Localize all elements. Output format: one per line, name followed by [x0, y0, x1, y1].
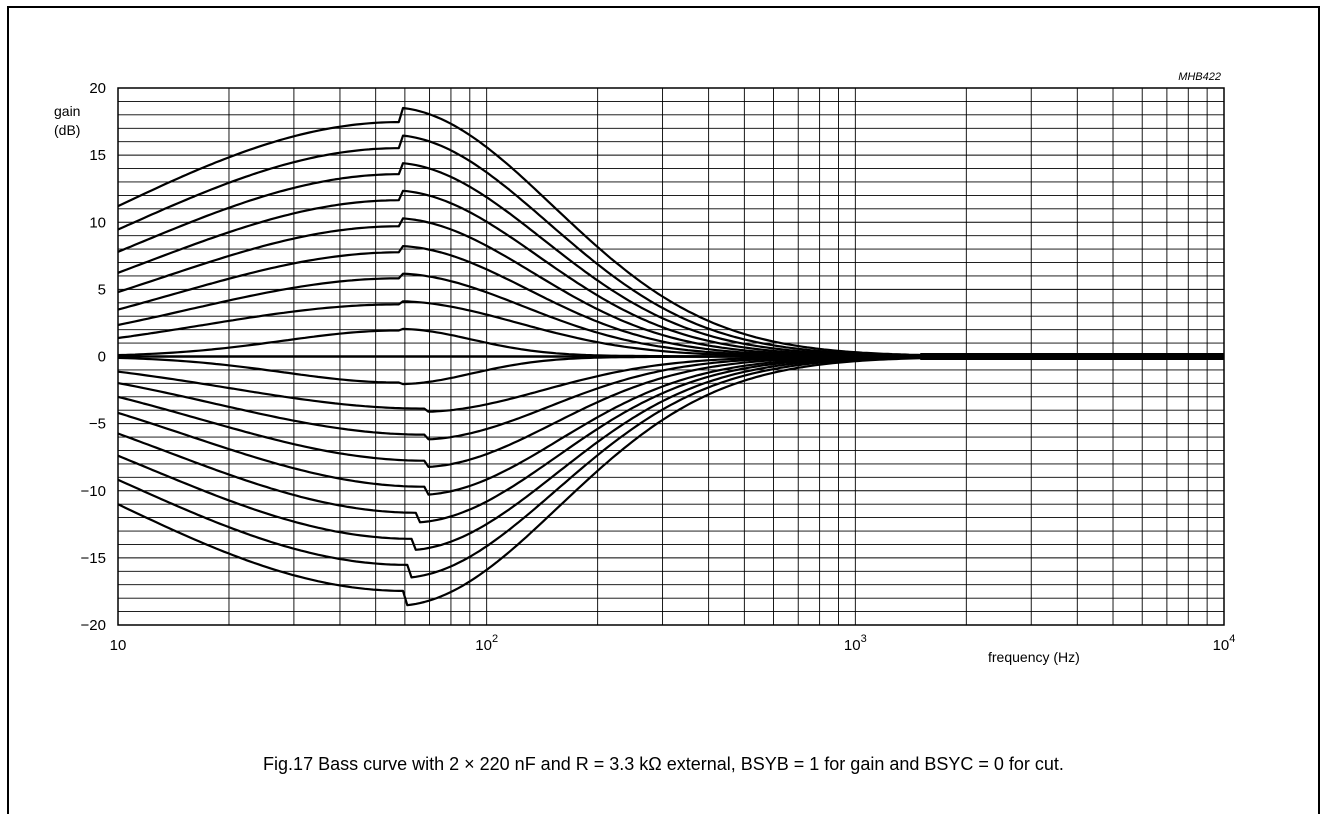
- x-axis-label: frequency (Hz): [988, 649, 1080, 665]
- y-tick-labels: 20 15 10 5 0 −5 −10 −15 −20: [81, 80, 106, 634]
- curve-cut-12db: [117, 355, 1224, 524]
- plot-border: [117, 87, 1225, 626]
- x-tick-label: 103: [844, 633, 867, 654]
- chart-curves: [117, 106, 1224, 607]
- y-tick-label: 0: [98, 349, 106, 366]
- y-axis-label-line1: gain: [54, 103, 80, 119]
- y-tick-label: −5: [89, 416, 106, 433]
- y-tick-label: 15: [89, 147, 106, 164]
- y-tick-label: −10: [81, 483, 106, 500]
- figure-frame: [7, 6, 1320, 814]
- curve-cut-18db: [117, 355, 1224, 607]
- figure-caption: Fig.17 Bass curve with 2 × 220 nF and R …: [263, 754, 1064, 774]
- x-tick-label: 10: [110, 637, 127, 654]
- curve-cut-14db: [117, 355, 1224, 551]
- figure-code: MHB422: [1178, 71, 1221, 83]
- x-tick-label: 104: [1213, 633, 1236, 654]
- y-tick-label: −15: [81, 550, 106, 567]
- x-tick-label: 102: [475, 633, 498, 654]
- y-tick-label: 10: [89, 214, 106, 231]
- curve-gain-14db: [117, 162, 1224, 358]
- curve-gain-12db: [117, 189, 1224, 358]
- curve-cut-10db: [117, 355, 1224, 496]
- y-axis-label-line2: (dB): [54, 122, 80, 138]
- y-tick-label: 5: [98, 281, 106, 298]
- y-tick-label: 20: [89, 80, 106, 97]
- y-tick-label: −20: [81, 617, 106, 634]
- curve-gain-10db: [117, 217, 1224, 358]
- bass-curve-chart: 20 15 10 5 0 −5 −10 −15 −20 10 102 103 104 gain (dB…: [54, 71, 1236, 665]
- curve-gain-18db: [117, 106, 1224, 358]
